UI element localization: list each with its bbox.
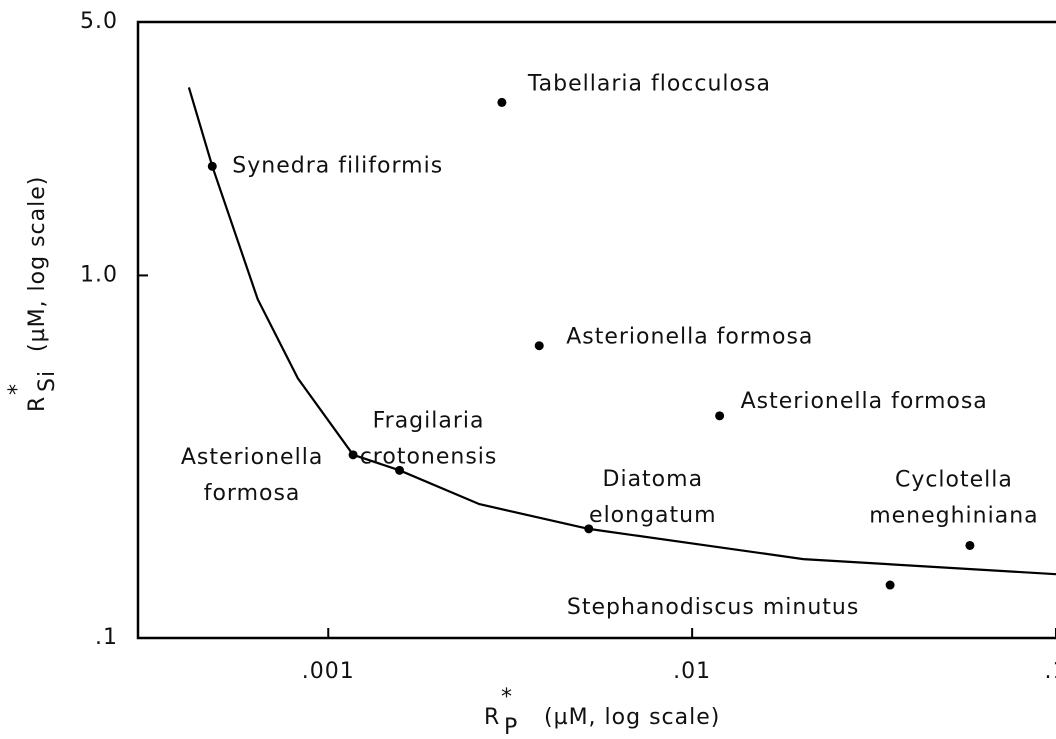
axis-label-main: R [484,705,500,730]
axis-label-rest: (µM, log scale) [544,705,720,730]
y-tick-label: .1 [95,625,118,650]
point-label: Fragilaria [373,408,485,433]
y-tick-label: 5.0 [80,9,118,34]
ylabel-axis-label: R* Si (µM, log scale) [5,176,60,412]
axis-label-sub: P [504,715,518,739]
data-point [207,161,217,171]
point-label: elongatum [589,503,717,528]
data-point [395,465,405,475]
x-tick-label: .001 [302,659,355,684]
axis-label-main: R [25,396,50,412]
x-tick-label: .1 [1045,659,1056,684]
point-label: Tabellaria flocculosa [527,71,771,96]
data-point [534,341,544,351]
axis-label-sup: * [5,383,30,395]
data-point [965,540,975,550]
point-label: Asterionella formosa [566,325,813,350]
axis-label-sub: Si [35,370,60,392]
data-point [715,411,725,421]
point-label: formosa [204,481,301,506]
axis-label-rest: (µM, log scale) [25,176,50,352]
fit-curve [187,87,1056,576]
point-label: Stephanodiscus minutus [567,595,859,620]
data-point [497,97,507,107]
plot-frame [136,20,1056,640]
xlabel-axis-label: R* P (µM, log scale) [484,685,720,739]
data-point [348,450,358,460]
point-label: Diatoma [603,467,704,492]
data-point [885,580,895,590]
point-label: crotonensis [360,444,498,469]
point-label: Asterionella [181,445,323,470]
point-label: Cyclotella [895,467,1013,492]
point-label: Synedra filiformis [232,153,443,178]
point-label: meneghiniana [869,503,1038,528]
data-point [584,524,594,534]
axis-label-sup: * [501,685,513,710]
y-tick-label: 1.0 [80,262,118,287]
x-tick-label: .01 [673,659,711,684]
point-label: Asterionella formosa [741,389,988,414]
